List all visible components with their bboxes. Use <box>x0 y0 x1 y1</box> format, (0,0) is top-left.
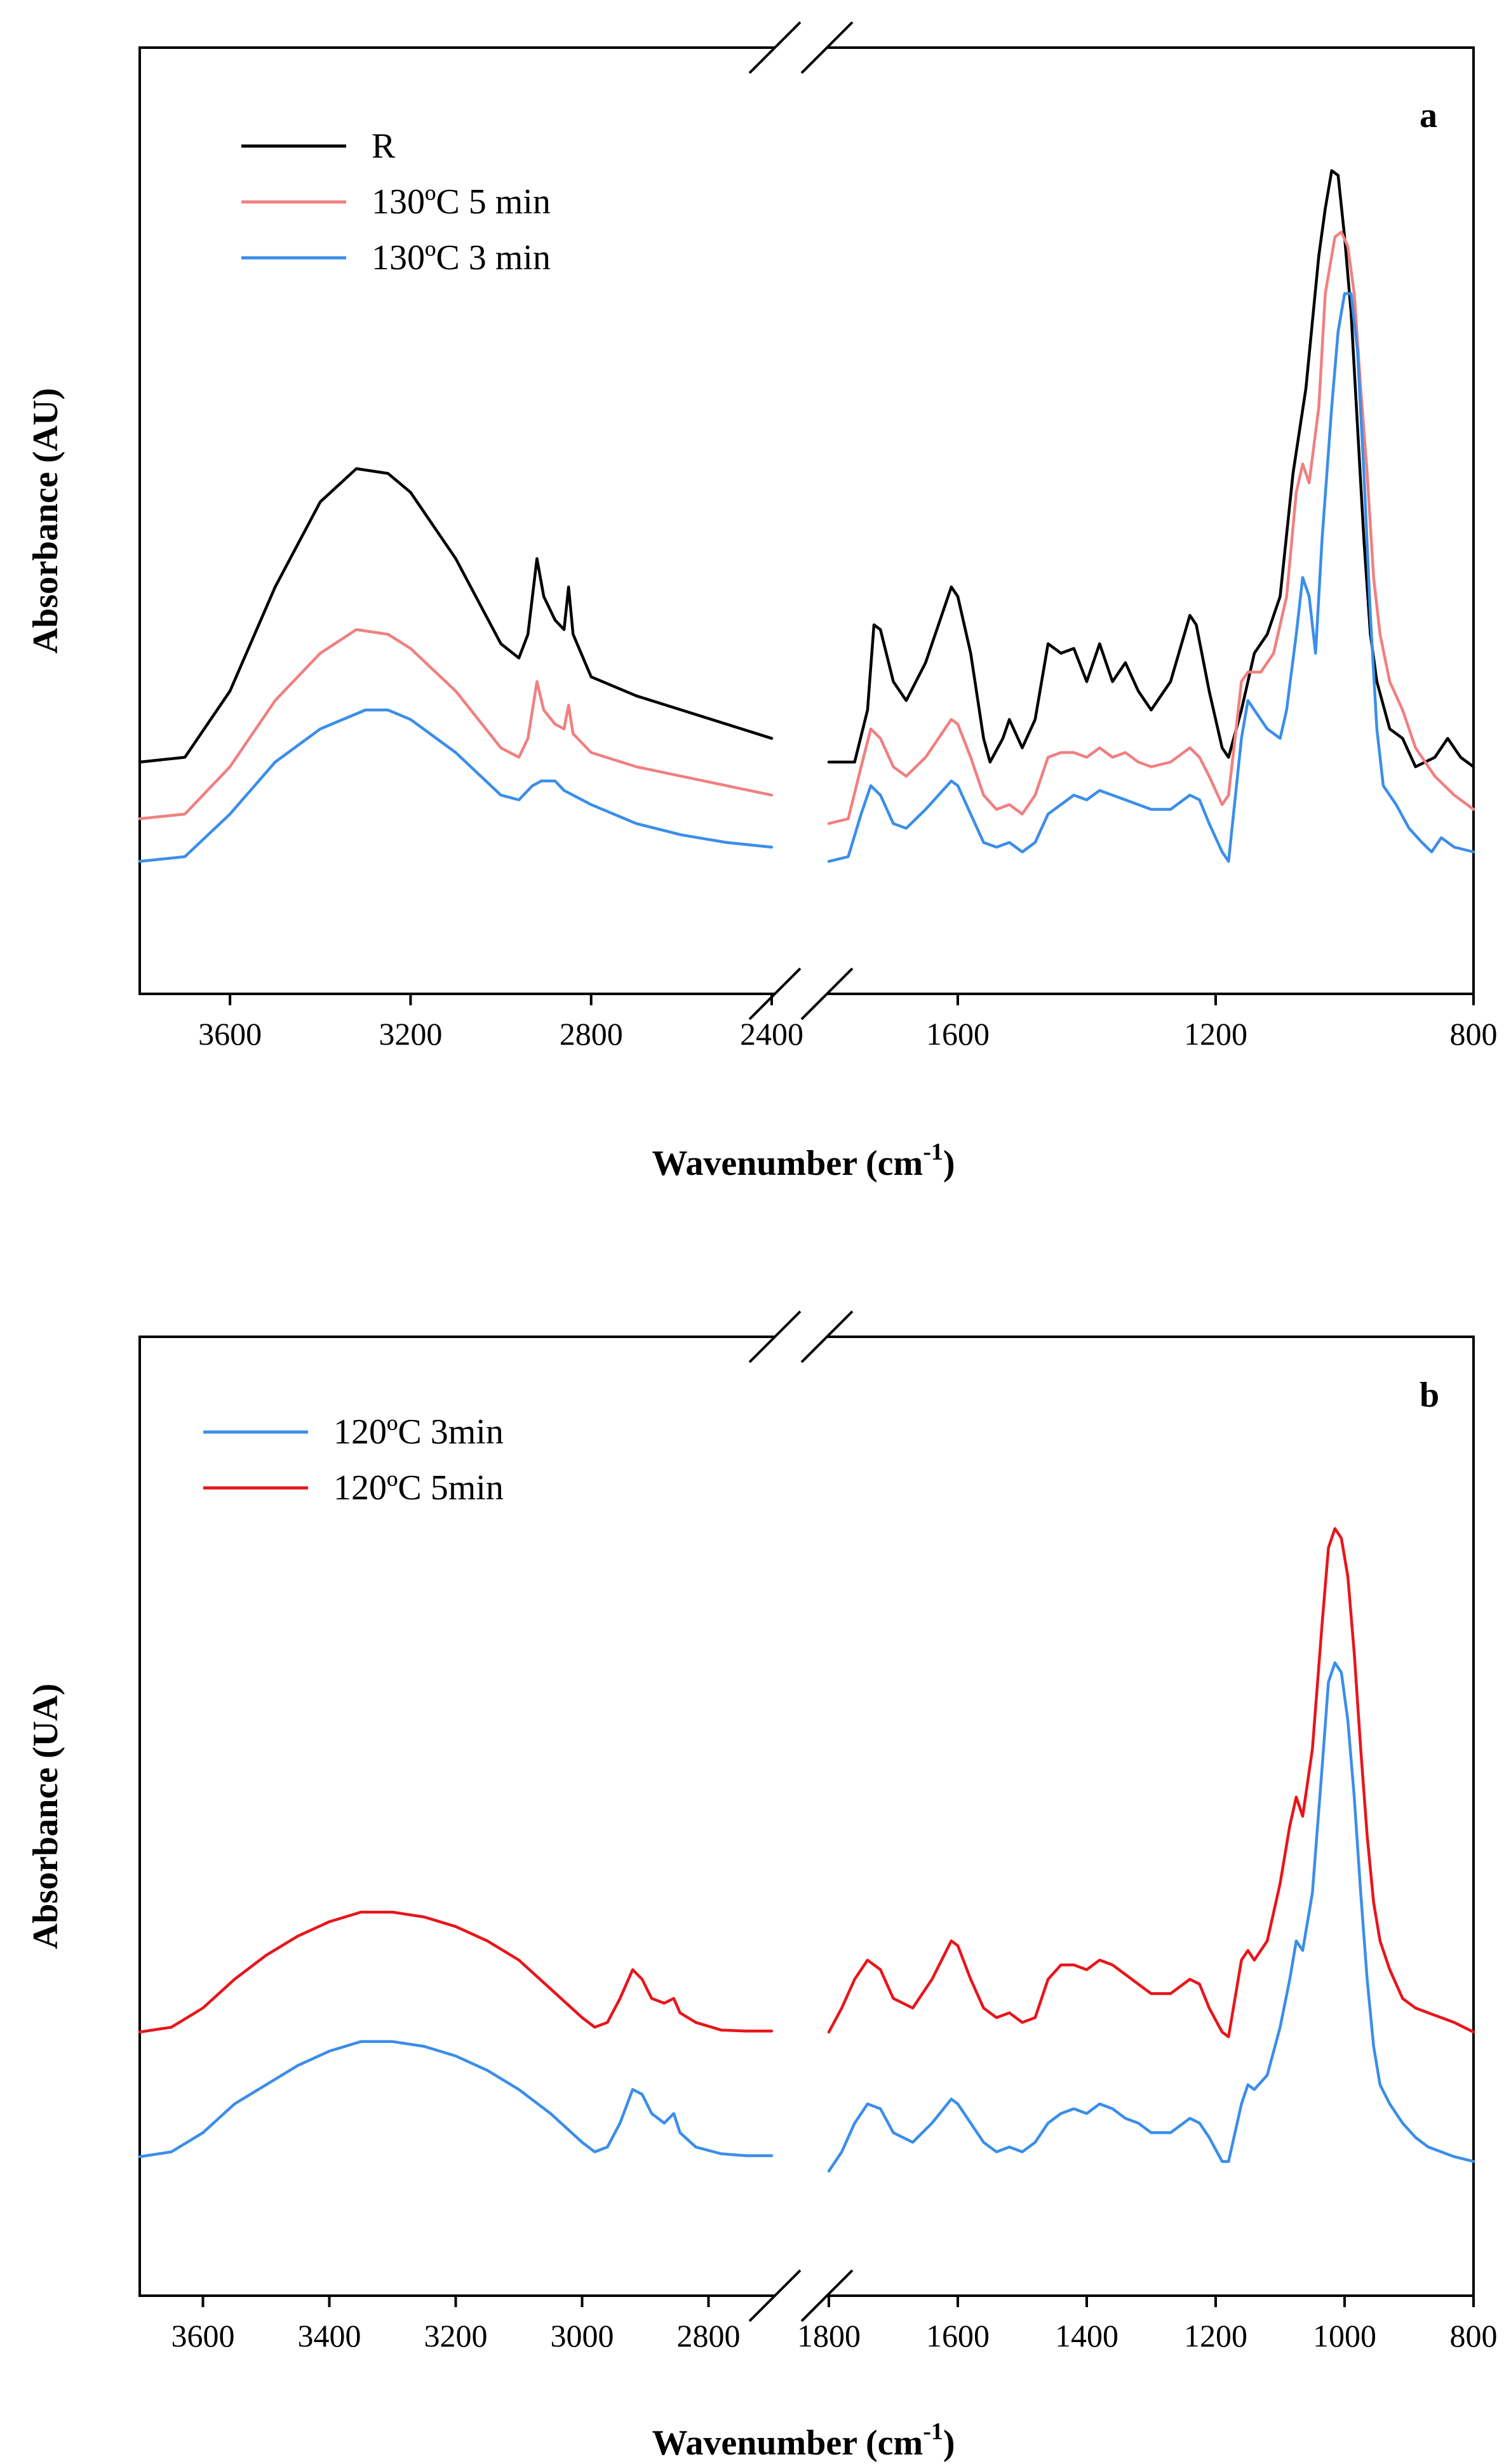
series-line <box>138 1910 774 2034</box>
x-tick-label: 1600 <box>926 1016 990 1052</box>
x-tick-label: 1200 <box>1184 1016 1247 1052</box>
x-tick-label: 3600 <box>198 1016 262 1052</box>
panel-label: a <box>1420 96 1437 135</box>
axis-break-mark <box>748 21 802 74</box>
series-line <box>827 1527 1475 2039</box>
x-tick-label: 3200 <box>424 2318 488 2354</box>
axis-break-mark <box>748 1310 802 1363</box>
y-axis-title: Absorbance (AU) <box>26 388 65 653</box>
series-layer <box>138 169 1475 863</box>
series-line <box>138 467 774 764</box>
x-tick-label: 800 <box>1450 2318 1498 2354</box>
x-tick-label: 1000 <box>1313 2318 1376 2354</box>
legend-label: 130ºC 3 min <box>372 238 551 278</box>
x-tick-label: 3200 <box>379 1016 442 1052</box>
x-tick-label: 2800 <box>560 1016 623 1052</box>
series-layer <box>138 1527 1475 2173</box>
x-tick-label: 2800 <box>677 2318 741 2354</box>
tick-layer: 3600 3200 2800 2400 1600 1200 800 <box>198 994 1498 1052</box>
panel-a: 3600 3200 2800 2400 1600 1200 800 R 130ºC 5 min… <box>26 21 1498 1183</box>
axis-break-mark <box>800 2269 854 2322</box>
series-line <box>138 628 774 820</box>
x-tick-label: 2400 <box>740 1016 803 1052</box>
axis-break-mark <box>800 21 854 74</box>
panel-b: 3600 3400 3200 3000 2800 1800 1600 1400 1200 1000… <box>26 1310 1498 2463</box>
x-axis-title: Wavenumber (cm-1) <box>652 2418 955 2463</box>
legend: R 130ºC 5 min 130ºC 3 min <box>241 126 551 278</box>
legend-label: 120ºC 3min <box>333 1412 504 1452</box>
axis-break-mark <box>800 1310 854 1363</box>
series-line <box>138 708 774 863</box>
x-tick-label: 3000 <box>551 2318 614 2354</box>
y-axis-title: Absorbance (UA) <box>26 1684 65 1949</box>
axis-break <box>748 1310 854 2322</box>
x-tick-label: 3600 <box>171 2318 235 2354</box>
legend-label: R <box>372 126 396 166</box>
axis-break-mark <box>748 967 802 1021</box>
x-tick-label: 1400 <box>1055 2318 1118 2354</box>
x-tick-label: 3400 <box>298 2318 361 2354</box>
axis-break-mark <box>748 2269 802 2322</box>
x-axis-title: Wavenumber (cm-1) <box>652 1139 955 1183</box>
legend-label: 120ºC 5min <box>333 1468 504 1508</box>
x-tick-label: 1800 <box>797 2318 861 2354</box>
axis-break <box>748 21 854 1021</box>
plot-frame <box>138 46 1475 995</box>
legend: 120ºC 3min 120ºC 5min <box>203 1412 504 1508</box>
series-line <box>827 1661 1475 2173</box>
series-line <box>138 2040 774 2159</box>
series-line <box>827 169 1475 768</box>
x-tick-label: 1200 <box>1184 2318 1247 2354</box>
tick-layer: 3600 3400 3200 3000 2800 1800 1600 1400 1200 1000… <box>171 2296 1498 2354</box>
panel-label: b <box>1420 1376 1439 1415</box>
x-tick-label: 800 <box>1450 1016 1498 1052</box>
axis-break-mark <box>800 967 854 1021</box>
legend-label: 130ºC 5 min <box>372 182 551 222</box>
series-line <box>827 292 1475 863</box>
x-tick-label: 1600 <box>926 2318 990 2354</box>
